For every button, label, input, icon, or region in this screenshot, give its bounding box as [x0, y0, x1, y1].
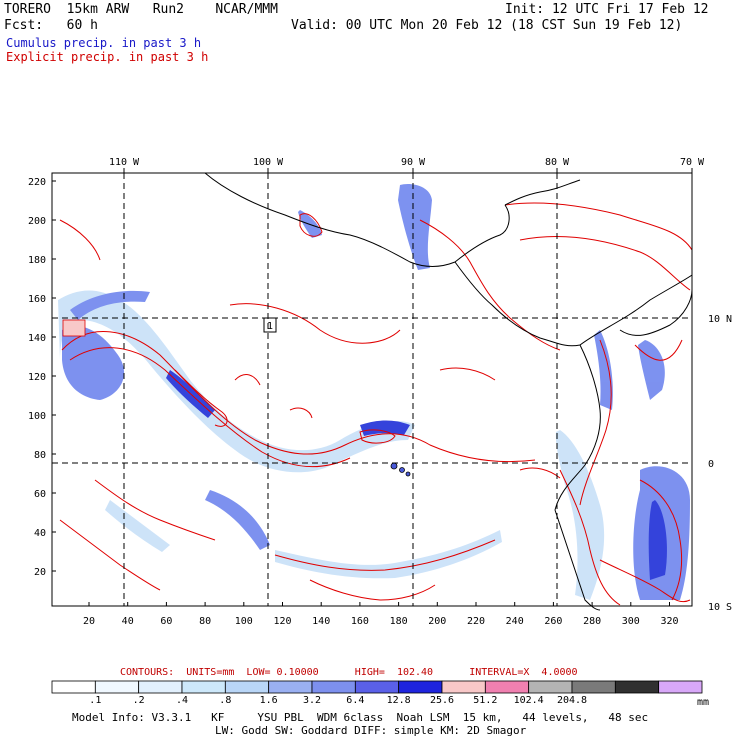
explicit-precip-contours — [59, 202, 693, 606]
colorbar-label: 25.6 — [429, 695, 455, 706]
colorbar-label: 6.4 — [346, 695, 365, 706]
colorbar-swatch — [441, 680, 486, 694]
lon-tick-70w: 70 W — [680, 157, 705, 168]
right-lat-ticks: 10 N 0 10 S — [708, 314, 732, 613]
top-lon-ticks: 110 W 100 W 90 W 80 W 70 W — [109, 157, 705, 173]
colorbar-swatch — [181, 680, 226, 694]
left-tick-80: 80 — [34, 450, 46, 461]
lon-tick-90w: 90 W — [401, 157, 426, 168]
colorbar-label: 102.4 — [513, 695, 544, 706]
bottom-tick-240: 240 — [506, 616, 524, 627]
colorbar-label: 204.8 — [556, 695, 588, 706]
domain-box-label: 1 — [267, 321, 273, 332]
bottom-tick-320: 320 — [660, 616, 678, 627]
forecast-hour: Fcst: 60 h — [4, 18, 98, 33]
left-grid-ticks: 220 200 180 160 140 120 100 80 60 40 20 — [28, 177, 56, 578]
left-tick-180: 180 — [28, 255, 46, 266]
colorbar-swatch — [658, 680, 703, 694]
cumulus-precip-field — [58, 183, 690, 600]
left-tick-20: 20 — [34, 567, 46, 578]
bottom-tick-120: 120 — [273, 616, 291, 627]
heavy-precip-patch — [62, 319, 86, 337]
lon-tick-110w: 110 W — [109, 157, 140, 168]
bottom-tick-260: 260 — [544, 616, 562, 627]
colorbar-swatch — [571, 680, 616, 694]
physics-info-line: LW: Godd SW: Goddard DIFF: simple KM: 2D… — [215, 724, 527, 737]
bottom-tick-80: 80 — [199, 616, 211, 627]
lon-tick-80w: 80 W — [545, 157, 570, 168]
colorbar-label: 1.6 — [259, 695, 278, 706]
island-cluster — [390, 462, 411, 477]
colorbar-label: 3.2 — [302, 695, 322, 706]
model-info-line: Model Info: V3.3.1 KF YSU PBL WDM 6class… — [72, 711, 649, 724]
colorbar-swatch — [224, 680, 270, 694]
bottom-tick-60: 60 — [160, 616, 172, 627]
colorbar-label: .8 — [219, 695, 232, 706]
map-frame — [51, 172, 693, 607]
left-tick-200: 200 — [28, 216, 46, 227]
left-tick-60: 60 — [34, 489, 46, 500]
colorbar — [51, 680, 703, 694]
bottom-tick-220: 220 — [467, 616, 485, 627]
bottom-tick-40: 40 — [122, 616, 134, 627]
colorbar-swatch — [138, 680, 183, 694]
lat-lon-grid — [52, 173, 692, 606]
bottom-grid-ticks: 20 40 60 80 100 120 140 160 180 200 220 240 260 280 30… — [83, 602, 679, 627]
colorbar-label: .2 — [132, 695, 145, 706]
lon-tick-100w: 100 W — [253, 157, 284, 168]
bottom-tick-100: 100 — [235, 616, 253, 627]
colorbar-label: .1 — [89, 695, 102, 706]
colorbar-swatch — [268, 680, 313, 694]
bottom-tick-140: 140 — [312, 616, 330, 627]
colorbar-swatch — [398, 680, 443, 694]
coastlines — [204, 172, 693, 611]
colorbar-swatch — [311, 680, 356, 694]
model-run-title: TORERO 15km ARW Run2 NCAR/MMM — [4, 2, 278, 17]
bottom-tick-300: 300 — [622, 616, 640, 627]
explicit-precip-label: Explicit precip. in past 3 h — [6, 50, 209, 64]
lat-tick-10n: 10 N — [708, 314, 732, 325]
left-tick-220: 220 — [28, 177, 46, 188]
bottom-tick-200: 200 — [428, 616, 446, 627]
domain-box — [263, 317, 277, 333]
left-tick-100: 100 — [28, 411, 46, 422]
left-tick-120: 120 — [28, 372, 46, 383]
colorbar-swatch — [528, 680, 573, 694]
valid-time: Valid: 00 UTC Mon 20 Feb 12 (18 CST Sun … — [291, 18, 683, 33]
left-tick-160: 160 — [28, 294, 46, 305]
colorbar-label: 12.8 — [386, 695, 411, 706]
bottom-tick-20: 20 — [83, 616, 95, 627]
colorbar-unit: mm — [697, 697, 710, 708]
lat-tick-10s: 10 S — [708, 602, 732, 613]
colorbar-swatch — [484, 680, 530, 694]
bottom-tick-160: 160 — [351, 616, 369, 627]
bottom-tick-280: 280 — [583, 616, 601, 627]
init-time: Init: 12 UTC Fri 17 Feb 12 — [505, 2, 709, 17]
lat-tick-0: 0 — [708, 459, 714, 470]
bottom-tick-180: 180 — [390, 616, 408, 627]
left-tick-140: 140 — [28, 333, 46, 344]
colorbar-label: 51.2 — [473, 695, 498, 706]
left-tick-40: 40 — [34, 528, 46, 539]
colorbar-swatch — [51, 680, 96, 694]
cumulus-precip-label: Cumulus precip. in past 3 h — [6, 36, 202, 50]
colorbar-swatch — [614, 680, 660, 694]
colorbar-label: .4 — [175, 695, 189, 706]
contour-info: CONTOURS: UNITS=mm LOW= 0.10000 HIGH= 10… — [120, 667, 578, 678]
colorbar-swatch — [94, 680, 140, 694]
colorbar-swatch — [354, 680, 400, 694]
